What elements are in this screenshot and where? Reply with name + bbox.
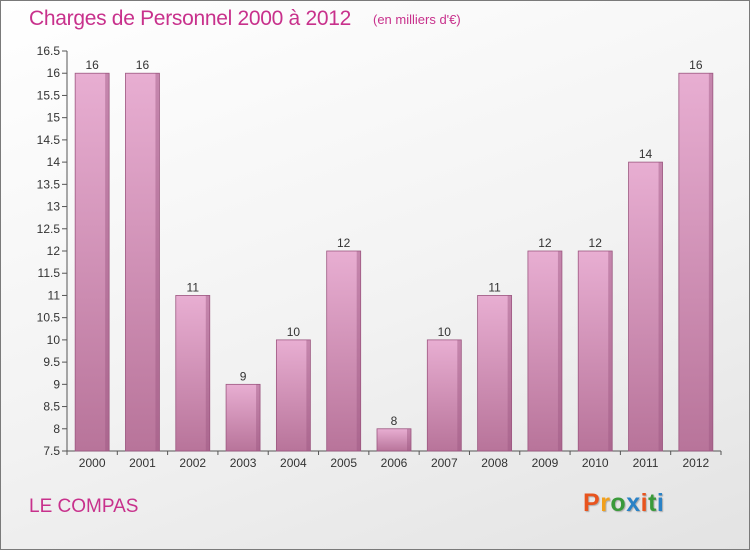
bar-shade-2011 <box>658 162 663 451</box>
bar-shade-2002 <box>205 295 210 451</box>
logo-letter: P <box>583 489 601 517</box>
logo-letter: o <box>610 489 627 517</box>
bar-shade-2000 <box>105 73 110 451</box>
logo-letter: t <box>648 489 657 517</box>
bar-shade-2008 <box>507 295 512 451</box>
logo-letter: i <box>656 489 665 517</box>
x-tick-label-2000: 2000 <box>79 456 106 470</box>
y-tick-label: 12.5 <box>37 222 61 236</box>
data-label-2001: 16 <box>136 58 150 72</box>
y-tick-label: 13.5 <box>37 177 61 191</box>
data-label-2009: 12 <box>538 236 552 250</box>
chart-unit: (en milliers d'€) <box>373 12 461 27</box>
bar-2004 <box>275 339 311 452</box>
y-tick-label: 10 <box>47 333 61 347</box>
bar-shade-2001 <box>155 73 160 451</box>
x-tick-label-2010: 2010 <box>582 456 609 470</box>
data-label-2011: 14 <box>639 147 653 161</box>
data-label-2008: 11 <box>488 280 501 294</box>
bar-shade-2009 <box>557 251 562 451</box>
bar-2007 <box>426 339 462 452</box>
bar-shade-2007 <box>457 339 462 451</box>
bar-shade-2006 <box>407 428 411 451</box>
y-tick-label: 14 <box>47 155 61 169</box>
bar-2000 <box>74 72 110 452</box>
y-tick-label: 15 <box>47 111 61 125</box>
x-tick-label-2011: 2011 <box>633 456 659 470</box>
data-label-2006: 8 <box>391 414 398 428</box>
logo-letter: i <box>640 489 649 517</box>
data-label-2010: 12 <box>589 236 603 250</box>
chart-title: Charges de Personnel 2000 à 2012 <box>29 7 351 30</box>
bar-chart: 7.5 8 8.5 9 9.5 10 10.5 11 11.5 12 12.5 13 13.5 14 14.… <box>37 44 722 470</box>
data-label-2012: 16 <box>689 58 703 72</box>
bar-2005 <box>326 250 362 452</box>
x-tick-label-2001: 2001 <box>129 456 156 470</box>
x-tick-label-2003: 2003 <box>230 456 257 470</box>
bar-shade-2004 <box>306 339 311 451</box>
proxiti-logo[interactable]: Proxiti <box>583 489 664 518</box>
bar-shade-2003 <box>256 384 261 451</box>
y-tick-label: 15.5 <box>37 88 61 102</box>
data-label-2000: 16 <box>85 58 99 72</box>
logo-letter: x <box>626 489 641 517</box>
x-tick-label-2012: 2012 <box>682 456 709 470</box>
bar-shade-2012 <box>708 73 713 451</box>
bar-2012 <box>678 72 714 452</box>
bar-shade-2010 <box>608 251 613 451</box>
data-label-2004: 10 <box>287 325 301 339</box>
bar-2002 <box>175 295 211 452</box>
y-tick-label: 11 <box>48 288 61 302</box>
y-tick-label: 13 <box>47 200 61 214</box>
x-tick-label-2006: 2006 <box>381 456 408 470</box>
y-tick-label: 9 <box>53 377 60 391</box>
bar-2003 <box>225 383 261 452</box>
y-tick-label: 12 <box>47 244 61 258</box>
data-label-2003: 9 <box>240 369 247 383</box>
x-tick-label-2005: 2005 <box>330 456 357 470</box>
y-tick-label: 7.5 <box>43 444 60 458</box>
y-tick-label: 10.5 <box>37 311 61 325</box>
data-label-2002: 11 <box>187 280 200 294</box>
y-tick-label: 16 <box>47 66 61 80</box>
bar-2006 <box>376 428 412 452</box>
bar-2011 <box>628 161 663 452</box>
commune-name: LE COMPAS <box>29 496 139 517</box>
y-tick-label: 9.5 <box>43 355 60 369</box>
x-tick-label-2002: 2002 <box>179 456 206 470</box>
y-tick-label: 8.5 <box>43 400 60 414</box>
data-label-2007: 10 <box>438 325 452 339</box>
y-tick-label: 16.5 <box>37 44 61 58</box>
logo-letter: r <box>600 489 611 517</box>
bar-2001 <box>125 72 160 452</box>
x-tick-label-2009: 2009 <box>532 456 559 470</box>
x-tick-label-2004: 2004 <box>280 456 307 470</box>
y-tick-label: 8 <box>53 422 60 436</box>
bar-2009 <box>527 250 563 452</box>
y-tick-label: 14.5 <box>37 133 61 147</box>
x-tick-label-2008: 2008 <box>481 456 508 470</box>
y-tick-label: 11.5 <box>38 266 61 280</box>
data-label-2005: 12 <box>337 236 351 250</box>
bar-2010 <box>577 250 613 452</box>
bar-shade-2005 <box>356 251 361 451</box>
bar-2008 <box>477 295 513 452</box>
x-tick-label-2007: 2007 <box>431 456 458 470</box>
